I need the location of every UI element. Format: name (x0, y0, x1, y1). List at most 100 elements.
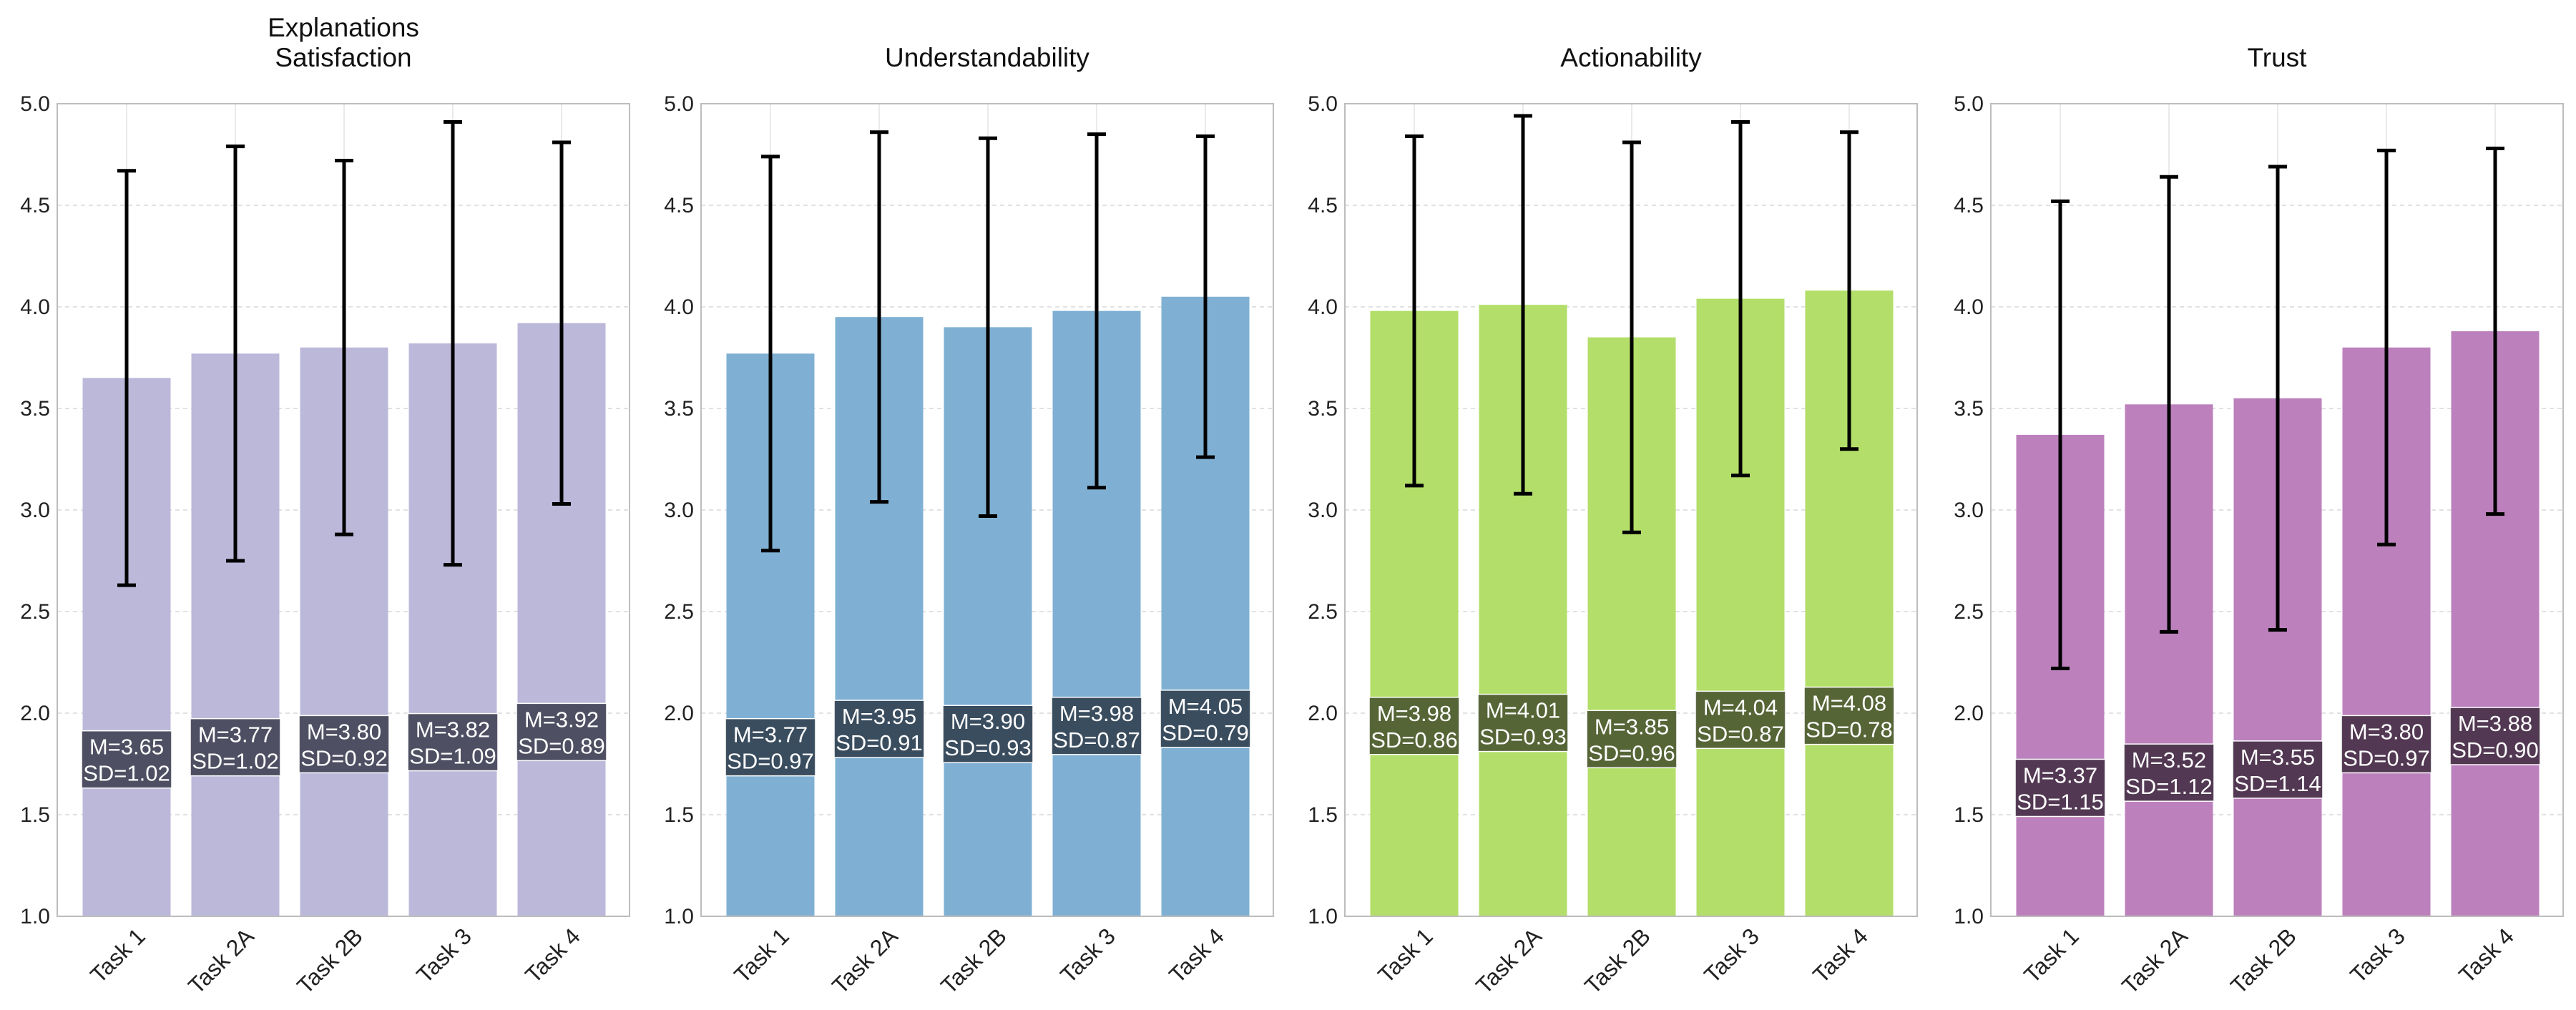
y-tick-label: 4.0 (1308, 295, 1338, 319)
x-tick-label: Task 4 (2454, 923, 2519, 988)
y-tick-label: 3.0 (1954, 499, 1984, 522)
error-bar (335, 159, 353, 536)
y-tick-label: 3.5 (20, 397, 50, 421)
sd-label: SD=0.86 (1371, 727, 1458, 752)
x-tick-label: Task 2B (292, 923, 368, 999)
x-tick-label: Task 1 (1373, 923, 1438, 988)
chart-title-line: Actionability (1560, 43, 1702, 72)
x-tick-label: Task 2A (2117, 923, 2193, 999)
mean-label: M=3.90 (951, 709, 1025, 734)
y-tick-label: 4.0 (1954, 295, 1984, 319)
x-tick-label: Task 3 (1055, 923, 1120, 988)
mean-label: M=4.01 (1486, 698, 1560, 723)
y-tick-label: 2.0 (1308, 702, 1338, 725)
x-tick-label: Task 3 (411, 923, 476, 988)
mean-label: M=3.80 (2349, 719, 2424, 744)
x-tick-label: Task 4 (1808, 923, 1873, 988)
sd-label: SD=0.97 (2343, 745, 2430, 770)
x-tick-label: Task 2B (936, 923, 1012, 999)
sd-label: SD=0.89 (518, 733, 605, 758)
x-tick-label: Task 2B (2225, 923, 2301, 999)
y-tick-label: 4.5 (664, 194, 694, 217)
error-bar (870, 130, 888, 504)
error-bar (117, 169, 136, 587)
x-tick-label: Task 4 (1164, 923, 1229, 988)
sd-label: SD=0.93 (1479, 725, 1567, 750)
mean-label: M=4.05 (1168, 694, 1243, 719)
x-tick-label: Task 2A (827, 923, 903, 999)
y-tick-label: 5.0 (20, 92, 50, 116)
sd-label: SD=1.09 (409, 744, 496, 769)
y-tick-label: 2.0 (20, 702, 50, 725)
mean-label: M=3.82 (416, 717, 490, 742)
sd-label: SD=1.02 (83, 761, 170, 786)
mean-label: M=3.85 (1595, 714, 1669, 739)
y-tick-label: 1.5 (1954, 803, 1984, 827)
sd-label: SD=0.96 (1588, 740, 1675, 765)
sd-label: SD=0.87 (1697, 721, 1784, 746)
sd-label: SD=1.02 (192, 749, 279, 774)
y-tick-label: 2.5 (1954, 600, 1984, 624)
y-tick-label: 1.0 (1308, 905, 1338, 928)
chart-panel-2: 1.0 1.5 2.0 2.5 3.0 3.5 4.0 4.5 5.0 M=3.98SD=0.86… (1308, 43, 1918, 999)
y-tick-label: 2.5 (1308, 600, 1338, 624)
y-tick-label: 4.5 (1954, 194, 1984, 217)
chart-panel-3: 1.0 1.5 2.0 2.5 3.0 3.5 4.0 4.5 5.0 M=3.37SD=1.15… (1954, 43, 2564, 999)
y-tick-label: 4.5 (1308, 194, 1338, 217)
x-tick-label: Task 2A (183, 923, 259, 999)
mean-label: M=3.88 (2458, 711, 2532, 736)
chart-title-line: Trust (2248, 43, 2308, 72)
y-tick-label: 5.0 (1308, 92, 1338, 116)
chart-panel-0: 1.01.52.02.53.03.54.04.55.0M=3.65SD=1.02… (20, 13, 630, 999)
error-bar (761, 155, 780, 553)
x-tick-label: Task 4 (520, 923, 585, 988)
mean-label: M=3.77 (198, 722, 273, 747)
mean-label: M=3.92 (524, 707, 599, 732)
error-bar (1514, 114, 1532, 496)
mean-label: M=3.98 (1059, 701, 1134, 726)
x-tick-label: Task 2A (1471, 923, 1547, 999)
chart-title-line: Explanations (268, 13, 419, 42)
mean-label: M=3.65 (89, 735, 164, 760)
y-tick-label: 1.5 (664, 803, 694, 827)
y-tick-label: 5.0 (664, 92, 694, 116)
error-bar (2486, 146, 2504, 516)
error-bar (2268, 165, 2287, 632)
mean-label: M=3.77 (733, 722, 808, 747)
mean-label: M=3.80 (307, 719, 381, 744)
mean-label: M=4.04 (1703, 695, 1778, 720)
y-tick-label: 1.0 (20, 905, 50, 928)
x-tick-label: Task 3 (1699, 923, 1764, 988)
mean-label: M=3.52 (2132, 747, 2206, 773)
y-tick-label: 1.0 (1954, 905, 1984, 928)
sd-label: SD=0.87 (1053, 727, 1140, 752)
plot-frame (57, 103, 630, 917)
error-bar (444, 120, 462, 567)
error-bar (1087, 132, 1106, 490)
mean-label: M=3.37 (2023, 763, 2097, 788)
y-tick-label: 4.0 (664, 295, 694, 319)
sd-label: SD=0.78 (1806, 717, 1893, 742)
chart-title-line: Understandability (885, 43, 1089, 72)
sd-label: SD=1.15 (2017, 789, 2104, 814)
y-tick-label: 1.0 (664, 905, 694, 928)
y-tick-label: 3.5 (1954, 397, 1984, 421)
mean-label: M=3.98 (1377, 701, 1451, 726)
y-tick-label: 4.5 (20, 194, 50, 217)
error-bar (2377, 148, 2396, 546)
x-tick-label: Task 3 (2345, 923, 2410, 988)
y-tick-label: 1.5 (20, 803, 50, 827)
